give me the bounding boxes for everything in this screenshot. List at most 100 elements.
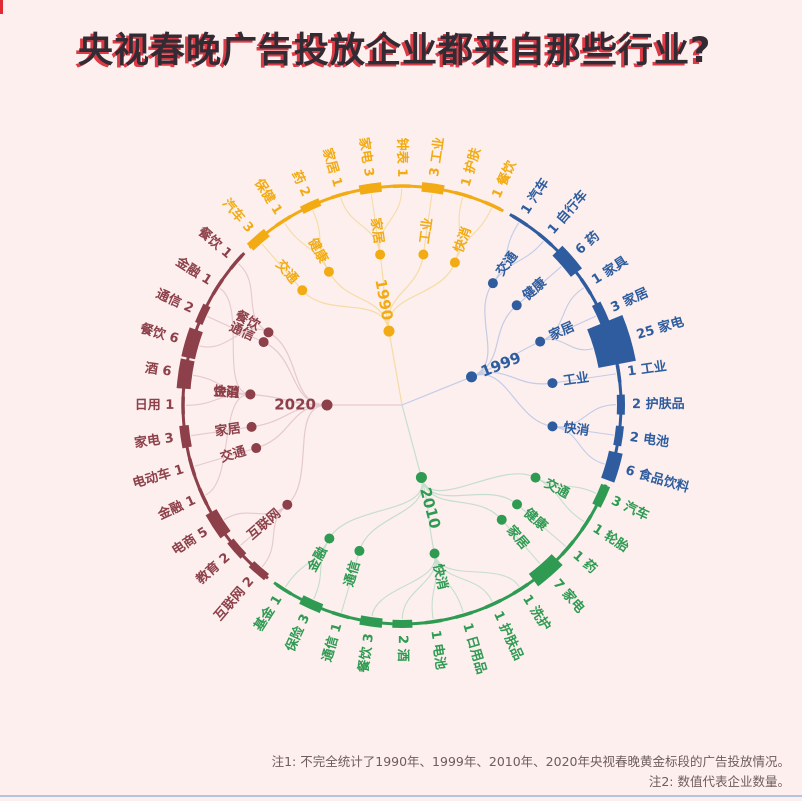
page-title: 央视春晚广告投放企业都来自那些行业? bbox=[78, 31, 712, 71]
category-label: 快消 bbox=[213, 383, 240, 401]
leaf-label: 2 护肤品 bbox=[632, 396, 685, 412]
leaf-segment bbox=[615, 364, 622, 383]
year-category-link bbox=[328, 271, 390, 332]
year-category-link bbox=[328, 477, 423, 539]
year-category-link bbox=[268, 331, 328, 406]
category-node-dot bbox=[375, 249, 386, 260]
leaf-label: 1 洗护 bbox=[519, 592, 554, 634]
leaf-label: 钟表 1 bbox=[394, 138, 410, 178]
category-node-dot bbox=[511, 300, 522, 311]
leaf-label: 家居 1 bbox=[319, 146, 346, 188]
category-leaf-link bbox=[552, 425, 605, 465]
leaf-label: 电商 5 bbox=[169, 524, 211, 559]
leaf-segment bbox=[613, 425, 624, 447]
category-leaf-link bbox=[434, 553, 520, 588]
year-category-link bbox=[420, 473, 536, 492]
category-leaf-link bbox=[454, 197, 464, 263]
leaf-segment bbox=[205, 509, 231, 539]
leaf-segment bbox=[176, 358, 195, 390]
category-leaf-link bbox=[501, 519, 541, 565]
leaf-segment bbox=[229, 254, 244, 270]
leaf-segment bbox=[181, 327, 203, 360]
leaf-segment bbox=[275, 583, 293, 596]
category-label: 工业 bbox=[416, 217, 436, 245]
category-label: 工业 bbox=[562, 369, 590, 389]
category-leaf-link bbox=[434, 553, 493, 602]
leaf-segment bbox=[195, 303, 211, 325]
category-label: 互联网 bbox=[245, 506, 284, 543]
category-node-dot bbox=[263, 327, 274, 338]
leaf-label: 3 汽车 bbox=[609, 493, 652, 524]
category-label: 通信 bbox=[341, 559, 364, 588]
year-node-dot bbox=[415, 471, 427, 483]
category-node-dot bbox=[535, 336, 546, 347]
leaf-label: 金融 1 bbox=[155, 492, 199, 523]
category-leaf-link bbox=[535, 477, 585, 523]
footnotes: 注1: 不完全统计了1990年、1999年、2010年、2020年央视春晚黄金标… bbox=[272, 752, 790, 791]
category-leaf-link bbox=[206, 315, 264, 343]
leaf-segment bbox=[392, 184, 411, 188]
year-category-link bbox=[250, 393, 328, 406]
category-node-dot bbox=[245, 389, 256, 400]
category-leaf-link bbox=[371, 553, 436, 617]
category-node-dot bbox=[429, 548, 440, 559]
leaf-label: 餐饮 3 bbox=[355, 632, 377, 674]
leaf-label: 1 轮胎 bbox=[590, 521, 632, 556]
leaf-label: 3 工业 bbox=[426, 136, 447, 177]
leaf-segment bbox=[579, 278, 593, 295]
category-node-dot bbox=[547, 378, 558, 389]
leaf-segment bbox=[275, 214, 292, 228]
trunk-link bbox=[401, 404, 422, 478]
category-node-dot bbox=[496, 514, 507, 525]
category-leaf-link bbox=[205, 393, 251, 496]
category-leaf-link bbox=[401, 553, 436, 620]
year-label: 1990 bbox=[371, 278, 396, 322]
category-leaf-link bbox=[539, 338, 594, 351]
year-category-link bbox=[420, 477, 518, 505]
leaf-segment bbox=[587, 315, 636, 368]
footnote-2: 注2: 数值代表企业数量。 bbox=[648, 773, 790, 789]
category-leaf-link bbox=[261, 243, 303, 291]
category-label: 金融 bbox=[212, 383, 240, 401]
leaf-segment bbox=[421, 182, 445, 195]
group-ring-arc bbox=[181, 252, 269, 580]
category-leaf-link bbox=[190, 426, 252, 437]
leaf-label: 1 自行车 bbox=[544, 187, 590, 237]
year-category-link bbox=[251, 404, 328, 428]
year-category-link bbox=[388, 262, 456, 332]
category-leaf-link bbox=[223, 504, 288, 521]
year-category-link bbox=[471, 341, 541, 378]
category-node-dot bbox=[323, 266, 334, 277]
category-label: 交通 bbox=[493, 248, 521, 278]
leaf-label: 1 日用品 bbox=[459, 621, 488, 676]
category-leaf-link bbox=[340, 550, 360, 613]
leaf-label: 2 酒 bbox=[395, 635, 410, 662]
leaf-label: 日用 1 bbox=[135, 398, 175, 413]
category-node-dot bbox=[297, 285, 308, 296]
leaf-segment bbox=[359, 615, 383, 628]
bottom-divider bbox=[0, 795, 802, 797]
leaf-segment bbox=[512, 582, 529, 596]
category-leaf-link bbox=[193, 374, 251, 395]
leaf-segment bbox=[591, 301, 610, 326]
leaf-label: 基金 1 bbox=[250, 592, 285, 635]
leaf-segment bbox=[560, 540, 575, 556]
leaf-segment bbox=[424, 618, 443, 625]
leaf-label: 1 家具 bbox=[589, 253, 631, 288]
category-label: 交通 bbox=[218, 443, 247, 466]
category-leaf-link bbox=[340, 197, 381, 255]
leaf-label: 保险 3 bbox=[282, 611, 313, 655]
leaf-label: 家电 3 bbox=[356, 136, 378, 177]
leaf-label: 汽车 3 bbox=[219, 195, 257, 235]
category-label: 家居 bbox=[367, 217, 387, 245]
category-node-dot bbox=[418, 249, 429, 260]
leaf-segment bbox=[248, 561, 269, 581]
leaf-label: 保健 1 bbox=[250, 175, 285, 218]
year-node-dot bbox=[383, 325, 395, 337]
category-node-dot bbox=[324, 533, 335, 544]
category-leaf-link bbox=[454, 207, 493, 263]
leaf-label: 教育 2 bbox=[192, 549, 233, 588]
category-leaf-link bbox=[492, 240, 544, 284]
category-label: 健康 bbox=[305, 235, 332, 266]
